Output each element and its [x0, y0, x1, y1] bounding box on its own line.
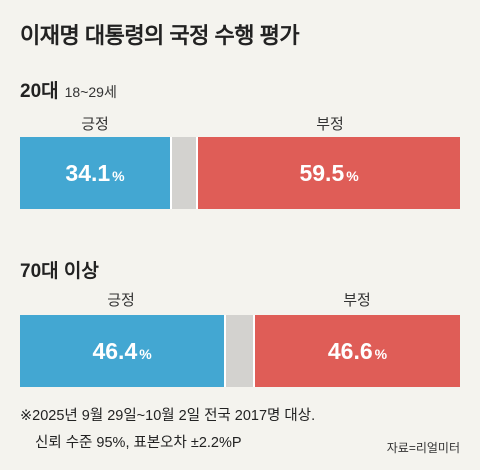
group-heading-20s: 20대 18~29세 [20, 76, 117, 103]
percent-unit: % [374, 346, 388, 362]
group-name: 70대 이상 [20, 261, 99, 282]
negative-value: 59.5 [299, 159, 345, 186]
group-name: 20대 [20, 81, 59, 102]
positive-bar: 34.1% [20, 137, 171, 209]
negative-bar: 59.5% [198, 137, 460, 209]
negative-category-label: 부정 [316, 116, 344, 133]
source-credit: 자료=리얼미터 [386, 441, 460, 455]
survey-note: ※2025년 9월 29일~10월 2일 전국 2017명 대상. [20, 408, 316, 424]
positive-bar: 46.4% [20, 315, 225, 387]
positive-value: 34.1 [65, 159, 111, 186]
neutral-bar [170, 137, 199, 209]
positive-category-label: 긍정 [81, 116, 109, 133]
percent-unit: % [112, 168, 125, 184]
negative-value: 46.6 [327, 337, 373, 364]
neutral-bar [224, 315, 255, 387]
positive-category-label: 긍정 [107, 292, 135, 309]
negative-bar: 46.6% [254, 315, 460, 387]
negative-category-label: 부정 [343, 292, 371, 309]
chart-title: 이재명 대통령의 국정 수행 평가 [20, 23, 300, 48]
percent-unit: % [346, 168, 359, 184]
positive-value: 46.4 [92, 337, 138, 364]
percent-unit: % [139, 346, 152, 362]
stacked-bar-70s-plus: 46.4% 46.6% [20, 315, 460, 387]
stacked-bar-20s: 34.1% 59.5% [20, 137, 460, 209]
group-heading-70s-plus: 70대 이상 [20, 256, 99, 283]
group-subtitle: 18~29세 [64, 84, 117, 100]
survey-margin-note: 신뢰 수준 95%, 표본오차 ±2.2%P [35, 435, 242, 451]
